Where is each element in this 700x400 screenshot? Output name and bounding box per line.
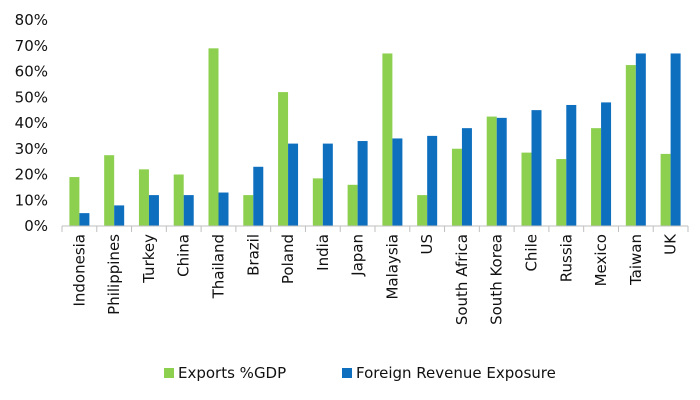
bar-foreign-revenue <box>79 213 90 227</box>
category-label: Malaysia <box>383 234 401 300</box>
legend-swatch-exports <box>164 368 174 378</box>
y-tick-label: 80% <box>15 11 48 29</box>
bar-foreign-revenue <box>461 128 472 226</box>
bar-foreign-revenue <box>601 102 612 226</box>
bar-exports <box>312 178 323 226</box>
bar-exports <box>69 177 80 226</box>
y-tick-label: 10% <box>15 191 48 209</box>
legend-label-foreign-revenue: Foreign Revenue Exposure <box>356 364 556 382</box>
category-label: Taiwan <box>627 234 645 286</box>
category-label: Poland <box>279 234 297 284</box>
bar-foreign-revenue <box>183 195 194 226</box>
category-label: Russia <box>557 234 575 282</box>
category-label: Mexico <box>592 234 610 286</box>
category-label: Thailand <box>210 234 228 299</box>
bar-exports <box>591 128 602 226</box>
category-label: UK <box>662 233 680 255</box>
bar-foreign-revenue <box>635 53 646 226</box>
bars <box>69 48 681 227</box>
legend: Exports %GDP Foreign Revenue Exposure <box>164 364 556 382</box>
category-label: Japan <box>349 234 367 277</box>
bar-exports <box>278 92 289 226</box>
bar-exports <box>660 153 671 226</box>
y-tick-label: 0% <box>24 217 48 235</box>
legend-label-exports: Exports %GDP <box>178 364 286 382</box>
legend-swatch-foreign-revenue <box>342 368 352 378</box>
bar-foreign-revenue <box>148 195 159 226</box>
bar-foreign-revenue <box>427 135 438 227</box>
bar-exports <box>104 155 115 226</box>
bar-foreign-revenue <box>322 143 333 226</box>
category-label: US <box>418 234 436 255</box>
bar-exports <box>521 152 532 226</box>
category-label: Brazil <box>244 234 262 276</box>
category-label: Philippines <box>105 234 123 315</box>
y-tick-label: 70% <box>15 37 48 55</box>
bar-foreign-revenue <box>566 104 577 226</box>
bar-foreign-revenue <box>357 141 368 226</box>
bar-exports <box>556 159 567 226</box>
category-label: South Africa <box>453 234 471 325</box>
bar-exports <box>625 65 636 226</box>
y-axis: 0% 10% 20% 30% 40% 50% 60% 70% 80% <box>15 11 48 235</box>
x-axis: Indonesia Philippines Turkey China Thailand B… <box>61 225 689 325</box>
bar-exports <box>417 195 428 226</box>
bar-foreign-revenue <box>496 117 507 226</box>
y-tick-label: 30% <box>15 140 48 158</box>
y-tick-label: 20% <box>15 166 48 184</box>
bar-exports <box>382 53 393 226</box>
y-tick-label: 60% <box>15 63 48 81</box>
bar-foreign-revenue <box>392 138 403 226</box>
category-label: India <box>314 234 332 271</box>
category-label: Turkey <box>140 234 158 284</box>
category-label: Chile <box>523 234 541 272</box>
y-tick-label: 40% <box>15 114 48 132</box>
category-label: South Korea <box>488 234 506 325</box>
category-label: Indonesia <box>70 234 88 307</box>
bar-exports <box>243 195 254 226</box>
bar-exports <box>208 48 219 226</box>
bar-foreign-revenue <box>531 110 542 227</box>
bar-exports <box>138 169 149 226</box>
bar-foreign-revenue <box>253 166 264 226</box>
bar-exports <box>347 184 358 226</box>
bar-foreign-revenue <box>670 53 681 226</box>
bar-exports <box>173 174 184 226</box>
bar-foreign-revenue <box>288 143 299 226</box>
bar-foreign-revenue <box>114 205 125 226</box>
bar-foreign-revenue <box>218 192 229 226</box>
bar-exports <box>486 116 497 226</box>
category-label: China <box>175 234 193 277</box>
bar-exports <box>451 148 462 226</box>
y-tick-label: 50% <box>15 88 48 106</box>
